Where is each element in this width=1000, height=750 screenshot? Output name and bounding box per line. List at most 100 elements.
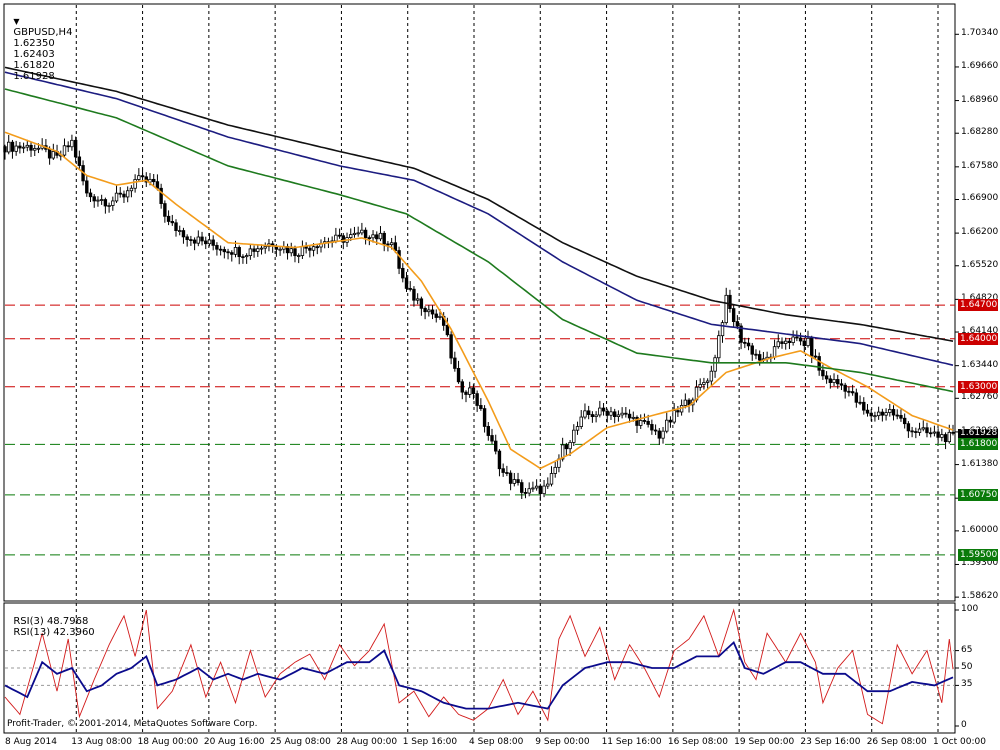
candle-body	[337, 234, 342, 237]
candle-body	[705, 380, 710, 383]
candle-body	[508, 472, 513, 484]
candle-body	[720, 322, 725, 337]
time-tick-label: 11 Sep 16:00	[601, 737, 662, 747]
candle-body	[360, 229, 364, 234]
candle-body	[698, 384, 702, 388]
candle-body	[237, 247, 241, 258]
price-tick-label: 1.64140	[961, 326, 999, 337]
candle-body	[910, 430, 914, 433]
candle-body	[798, 337, 803, 342]
level-label: 1.64700	[958, 299, 998, 312]
rsi-tick-label: 35	[961, 679, 973, 690]
candle-body	[746, 342, 751, 347]
candle-body	[497, 450, 502, 470]
candle-body	[921, 427, 925, 430]
candle-body	[389, 242, 394, 246]
candle-body	[107, 205, 111, 207]
current-price-tag: 1.61928	[958, 428, 998, 439]
candle-body	[832, 379, 836, 383]
price-tick-label: 1.61380	[961, 458, 999, 469]
candle-body	[884, 412, 888, 416]
candle-body	[304, 246, 308, 249]
candle-body	[560, 444, 565, 460]
candle-body	[880, 411, 885, 416]
candle-body	[349, 234, 353, 238]
candle-body	[914, 431, 918, 433]
price-tick-label: 1.69660	[961, 60, 999, 71]
candle-body	[222, 249, 227, 253]
candle-body	[196, 236, 201, 244]
candle-body	[401, 267, 405, 279]
candle-body	[393, 242, 398, 251]
candle-body	[810, 337, 814, 357]
candle-body	[133, 179, 137, 189]
candle-body	[791, 336, 795, 343]
vertical-grid	[75, 5, 939, 733]
candle-body	[572, 429, 576, 443]
candle-body	[873, 415, 877, 418]
candle-body	[542, 485, 546, 495]
candle-body	[743, 341, 747, 344]
time-tick-label: 25 Aug 08:00	[270, 737, 331, 747]
low-value: 1.61820	[13, 60, 55, 71]
price-tick-label: 1.66900	[961, 193, 999, 204]
candle-body	[293, 248, 297, 257]
candle-body	[668, 419, 673, 423]
candle-body	[735, 321, 740, 327]
candle-body	[434, 313, 438, 318]
candle-body	[784, 340, 788, 344]
triangle-down-icon[interactable]: ▼	[13, 17, 20, 26]
candle-body	[702, 382, 706, 385]
candle-body	[111, 200, 115, 206]
candle-body	[73, 139, 78, 158]
candle-body	[140, 175, 145, 178]
candle-body	[118, 192, 122, 195]
candle-body	[382, 232, 386, 245]
candle-body	[739, 325, 743, 343]
level-label: 1.61800	[958, 438, 998, 451]
candle-body	[490, 435, 494, 442]
candle-body	[114, 192, 119, 202]
price-axis-ticks	[955, 33, 959, 598]
candle-body	[96, 199, 100, 202]
candle-body	[646, 420, 650, 425]
candle-body	[308, 247, 312, 251]
candle-body	[77, 156, 82, 166]
orange-moving-average-line	[4, 131, 954, 470]
candle-body	[341, 235, 346, 243]
price-tick-label: 1.63440	[961, 359, 999, 370]
candle-body	[363, 229, 368, 239]
price-tick-label: 1.60000	[961, 524, 999, 535]
candle-body	[408, 288, 412, 290]
candle-body	[932, 431, 937, 434]
candle-body	[181, 230, 186, 238]
rsi-tick-label: 65	[961, 644, 973, 655]
candle-body	[241, 256, 245, 259]
time-tick-label: 8 Aug 2014	[5, 737, 57, 747]
candle-body	[88, 192, 93, 198]
candle-body	[836, 379, 840, 385]
candle-body	[575, 426, 580, 431]
candle-body	[70, 139, 74, 148]
candle-body	[430, 309, 435, 315]
candle-body	[828, 378, 833, 383]
candle-body	[256, 248, 260, 252]
candle-body	[776, 341, 780, 348]
candle-body	[185, 236, 189, 240]
candle-body	[218, 248, 223, 251]
candle-body	[780, 341, 784, 344]
candle-body	[795, 336, 799, 339]
candle-body	[527, 488, 531, 494]
candle-body	[66, 145, 70, 148]
rsi13-line	[4, 640, 954, 710]
candle-body	[137, 175, 141, 180]
candle-body	[583, 410, 587, 418]
candle-body	[724, 294, 728, 324]
candle-body	[449, 334, 453, 359]
candle-body	[259, 247, 264, 250]
candle-body	[516, 479, 520, 483]
candle-body	[839, 383, 844, 386]
candle-body	[468, 387, 472, 395]
